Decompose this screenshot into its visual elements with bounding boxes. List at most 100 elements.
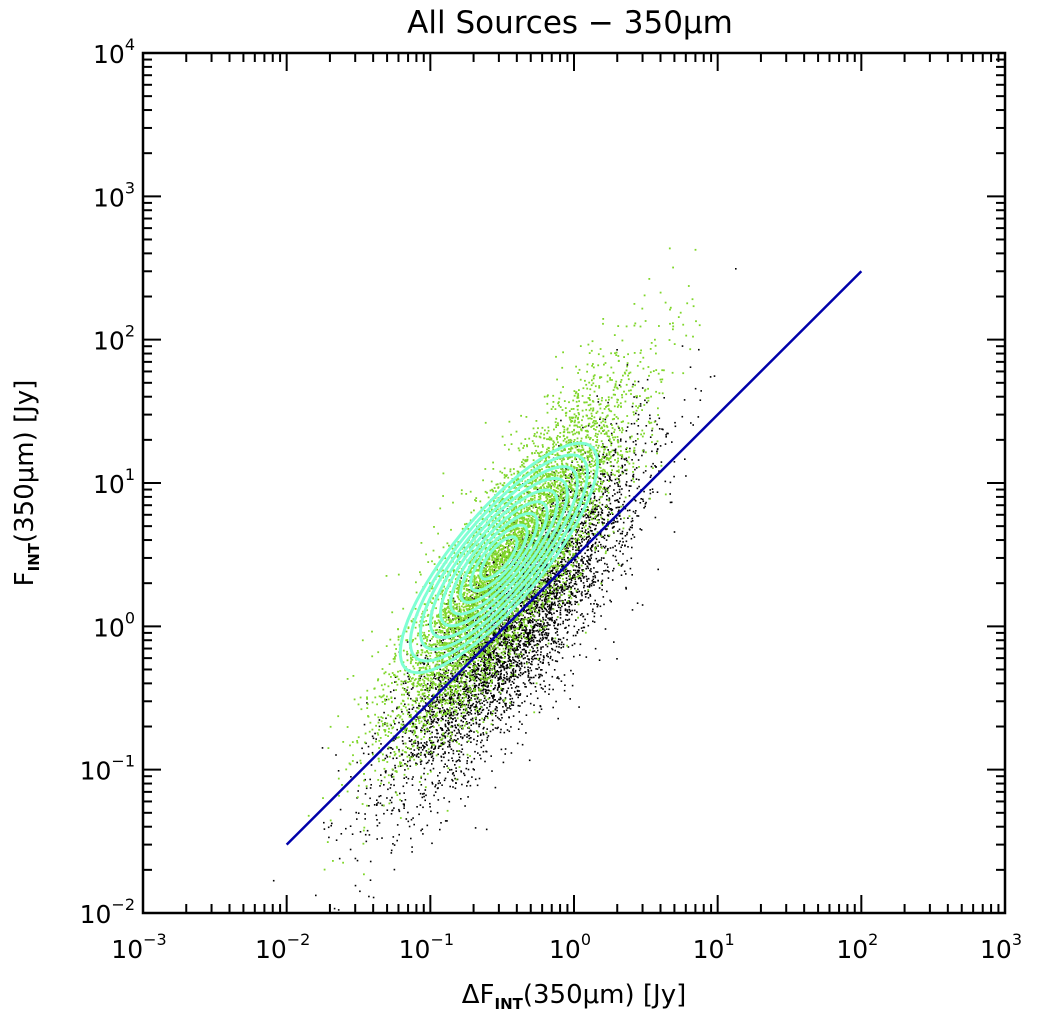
- scatter-point: [565, 583, 567, 585]
- scatter-point: [562, 570, 565, 572]
- scatter-point: [452, 759, 454, 762]
- scatter-point: [596, 395, 598, 397]
- scatter-point: [610, 600, 612, 603]
- scatter-point: [455, 740, 457, 742]
- scatter-point: [361, 747, 363, 750]
- scatter-point: [489, 589, 491, 591]
- scatter-point: [617, 506, 619, 509]
- scatter-point: [520, 662, 523, 664]
- scatter-point: [387, 747, 389, 750]
- scatter-point: [661, 428, 663, 430]
- scatter-point: [657, 568, 659, 571]
- scatter-point: [584, 531, 586, 533]
- scatter-point: [484, 663, 487, 666]
- scatter-point: [487, 666, 489, 669]
- scatter-point: [467, 756, 469, 759]
- scatter-point: [482, 750, 485, 753]
- scatter-point: [505, 646, 507, 648]
- scatter-point: [451, 731, 453, 734]
- scatter-point: [576, 530, 579, 533]
- scatter-point: [533, 624, 536, 626]
- scatter-point: [613, 641, 615, 643]
- scatter-point: [511, 704, 513, 706]
- scatter-point: [506, 690, 508, 692]
- scatter-point: [507, 687, 510, 690]
- scatter-point: [607, 486, 610, 489]
- scatter-point: [559, 613, 562, 616]
- scatter-point: [635, 510, 637, 512]
- scatter-point: [394, 738, 397, 740]
- scatter-point: [328, 836, 330, 839]
- scatter-point: [604, 562, 606, 565]
- scatter-point: [315, 894, 317, 897]
- scatter-point: [643, 507, 645, 509]
- scatter-point: [372, 896, 375, 899]
- scatter-point: [580, 489, 583, 492]
- scatter-point: [538, 673, 540, 676]
- scatter-point: [526, 655, 529, 657]
- scatter-point: [508, 679, 511, 681]
- scatter-point: [582, 562, 584, 564]
- scatter-point: [561, 605, 563, 608]
- scatter-point: [470, 724, 472, 726]
- scatter-point: [581, 613, 583, 615]
- scatter-point: [520, 618, 523, 620]
- scatter-point: [499, 643, 501, 646]
- scatter-point: [579, 599, 582, 601]
- scatter-point: [576, 556, 579, 558]
- scatter-point: [499, 719, 502, 721]
- scatter-point: [469, 674, 471, 677]
- scatter-point: [413, 749, 416, 751]
- scatter-point: [561, 558, 564, 560]
- scatter-point: [427, 663, 429, 665]
- scatter-point: [536, 597, 538, 599]
- scatter-point: [527, 622, 530, 624]
- scatter-point: [543, 603, 546, 606]
- scatter-point: [538, 640, 540, 642]
- scatter-point: [553, 572, 555, 575]
- scatter-point: [590, 570, 592, 573]
- scatter-point: [441, 729, 443, 731]
- scatter-point: [603, 518, 606, 521]
- scatter-point: [592, 517, 594, 520]
- scatter-point: [429, 769, 432, 772]
- scatter-point: [456, 660, 459, 662]
- scatter-point: [491, 712, 494, 715]
- scatter-point: [638, 485, 640, 488]
- scatter-point: [548, 553, 550, 555]
- scatter-point: [539, 598, 541, 600]
- scatter-point: [575, 549, 577, 552]
- scatter-point: [468, 680, 471, 683]
- scatter-point: [535, 651, 538, 654]
- scatter-point: [545, 593, 548, 595]
- scatter-point: [529, 572, 531, 575]
- scatter-point: [441, 743, 444, 746]
- scatter-point: [595, 516, 597, 518]
- scatter-point: [438, 701, 440, 704]
- scatter-point: [511, 621, 514, 624]
- scatter-point: [493, 622, 496, 624]
- scatter-point: [628, 509, 631, 512]
- scatter-point: [455, 782, 457, 784]
- scatter-point: [596, 571, 599, 573]
- scatter-point: [523, 648, 525, 651]
- scatter-point: [632, 475, 634, 477]
- scatter-point: [638, 478, 640, 481]
- scatter-series-dark: [272, 268, 737, 911]
- scatter-point: [568, 600, 570, 603]
- scatter-point: [516, 559, 518, 561]
- scatter-point: [525, 629, 528, 631]
- scatter-point: [491, 719, 494, 722]
- scatter-point: [544, 608, 547, 610]
- scatter-point: [522, 672, 525, 674]
- scatter-point: [517, 696, 519, 699]
- scatter-point: [559, 596, 561, 598]
- scatter-point: [576, 632, 579, 634]
- scatter-point: [591, 550, 593, 552]
- scatter-point: [424, 756, 427, 758]
- scatter-point: [538, 610, 541, 613]
- scatter-point: [581, 527, 583, 530]
- scatter-point: [534, 608, 536, 610]
- scatter-point: [636, 487, 639, 490]
- scatter-point: [527, 559, 530, 562]
